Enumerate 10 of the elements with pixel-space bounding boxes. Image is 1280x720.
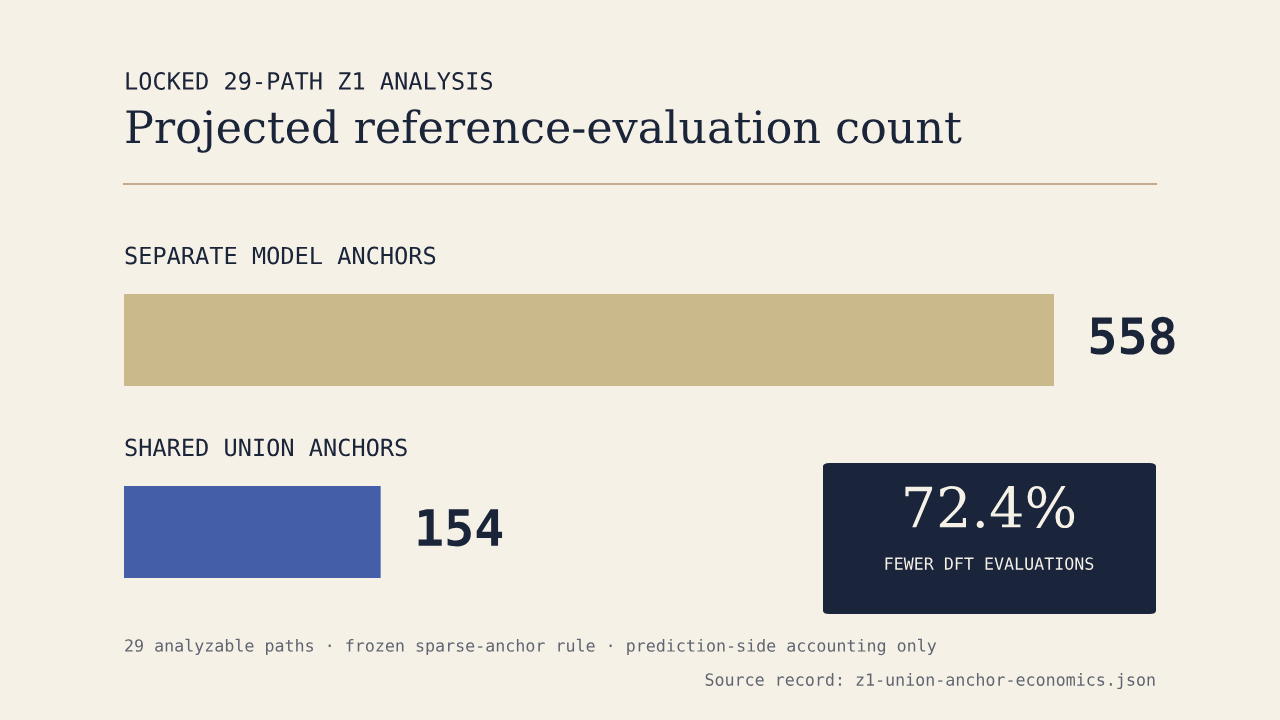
text: 29 analyzable paths · frozen sparse-anchor rule · prediction-side accounting only <box>125 638 937 656</box>
annotation: FEWER DFT EVALUATIONS <box>885 557 1094 570</box>
y-tick-label: SEPARATE MODEL ANCHORS <box>125 246 436 265</box>
chart-subtitle: LOCKED 29-PATH Z1 ANALYSIS <box>126 72 493 90</box>
annotation: 72.4% <box>905 486 1075 529</box>
data-label: 154 <box>418 509 503 547</box>
y-tick-label: SHARED UNION ANCHORS <box>125 438 407 457</box>
chart-title: Projected reference-evaluation count <box>126 109 962 153</box>
data-label: 558 <box>1090 316 1175 355</box>
source-note: Source record: z1-union-anchor-economics.json <box>705 672 1155 690</box>
